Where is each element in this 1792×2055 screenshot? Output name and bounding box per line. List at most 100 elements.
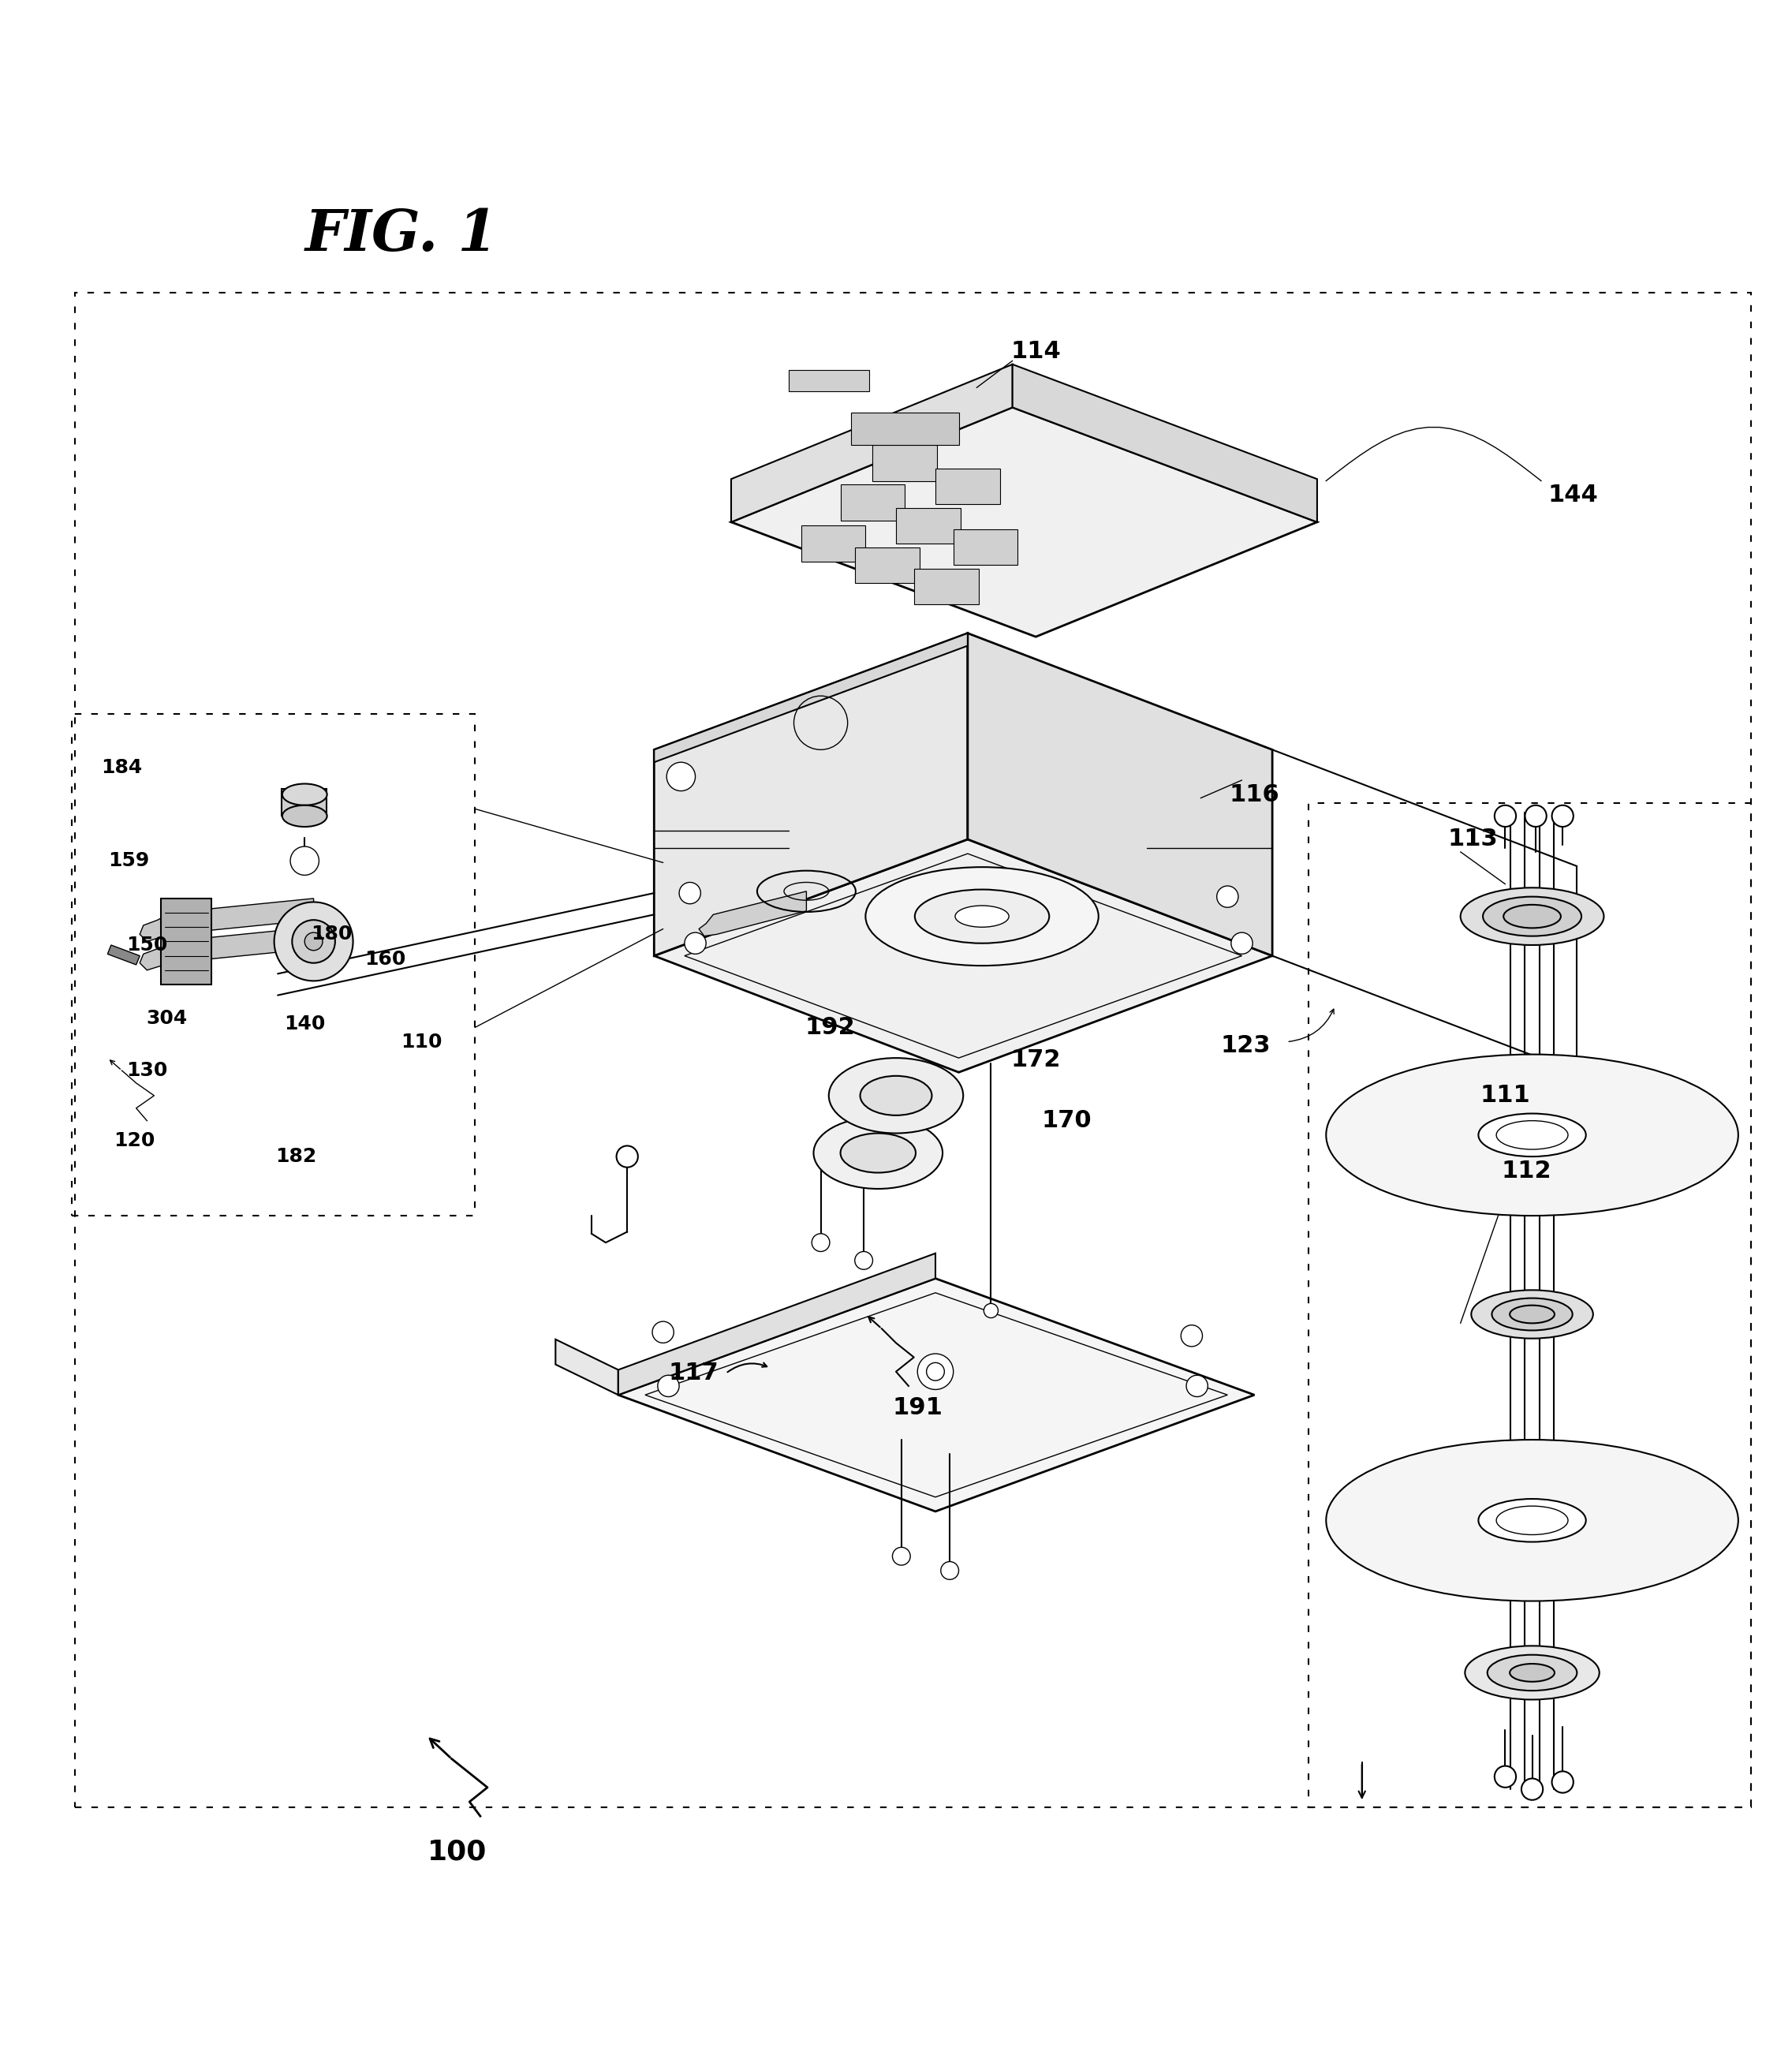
Circle shape bbox=[1525, 806, 1546, 826]
FancyBboxPatch shape bbox=[914, 569, 978, 604]
Circle shape bbox=[616, 1147, 638, 1167]
FancyBboxPatch shape bbox=[855, 547, 919, 584]
Text: 180: 180 bbox=[310, 925, 353, 943]
Ellipse shape bbox=[1509, 1665, 1555, 1681]
Circle shape bbox=[984, 1303, 998, 1317]
Bar bbox=[1308, 804, 1751, 1806]
Circle shape bbox=[812, 1233, 830, 1251]
FancyBboxPatch shape bbox=[840, 485, 905, 520]
Ellipse shape bbox=[1460, 888, 1604, 945]
Polygon shape bbox=[731, 407, 1317, 637]
Text: 170: 170 bbox=[1041, 1110, 1091, 1132]
Polygon shape bbox=[618, 1254, 935, 1395]
Text: 120: 120 bbox=[113, 1130, 156, 1151]
Ellipse shape bbox=[1326, 1441, 1738, 1601]
Text: 304: 304 bbox=[147, 1009, 186, 1028]
Text: 184: 184 bbox=[102, 758, 142, 777]
Text: 116: 116 bbox=[1229, 783, 1279, 806]
Ellipse shape bbox=[1326, 1054, 1738, 1217]
Text: FIG. 1: FIG. 1 bbox=[305, 208, 498, 263]
Circle shape bbox=[667, 762, 695, 791]
Text: 182: 182 bbox=[276, 1147, 315, 1165]
Text: 123: 123 bbox=[1220, 1034, 1271, 1056]
Text: 114: 114 bbox=[1011, 341, 1061, 364]
Ellipse shape bbox=[860, 1077, 932, 1116]
Circle shape bbox=[1186, 1375, 1208, 1397]
FancyBboxPatch shape bbox=[896, 508, 961, 545]
Ellipse shape bbox=[1484, 896, 1581, 937]
Text: 150: 150 bbox=[125, 935, 168, 954]
FancyBboxPatch shape bbox=[851, 413, 959, 446]
Circle shape bbox=[274, 902, 353, 980]
Text: 160: 160 bbox=[364, 949, 407, 968]
Polygon shape bbox=[968, 633, 1272, 956]
Text: 112: 112 bbox=[1502, 1159, 1552, 1182]
Polygon shape bbox=[556, 1340, 618, 1395]
Polygon shape bbox=[699, 892, 806, 937]
Ellipse shape bbox=[1466, 1646, 1600, 1699]
Polygon shape bbox=[161, 898, 211, 984]
Text: 113: 113 bbox=[1448, 828, 1498, 851]
Circle shape bbox=[305, 933, 323, 949]
Polygon shape bbox=[140, 927, 314, 970]
FancyBboxPatch shape bbox=[801, 526, 866, 561]
Circle shape bbox=[892, 1547, 910, 1566]
Text: 117: 117 bbox=[668, 1362, 719, 1385]
Ellipse shape bbox=[1487, 1654, 1577, 1691]
Circle shape bbox=[1552, 1771, 1573, 1792]
Ellipse shape bbox=[840, 1132, 916, 1173]
Polygon shape bbox=[654, 838, 1272, 1073]
Circle shape bbox=[658, 1375, 679, 1397]
Ellipse shape bbox=[955, 906, 1009, 927]
Ellipse shape bbox=[866, 867, 1098, 966]
Text: 130: 130 bbox=[125, 1060, 168, 1081]
Circle shape bbox=[1552, 806, 1573, 826]
Circle shape bbox=[292, 921, 335, 964]
Bar bbox=[72, 713, 475, 1217]
Text: 140: 140 bbox=[283, 1015, 326, 1034]
Ellipse shape bbox=[283, 806, 326, 826]
Text: 110: 110 bbox=[400, 1032, 443, 1052]
Circle shape bbox=[290, 847, 319, 875]
Ellipse shape bbox=[1491, 1299, 1573, 1330]
Text: 159: 159 bbox=[109, 851, 149, 869]
Ellipse shape bbox=[1509, 1305, 1555, 1323]
Ellipse shape bbox=[814, 1118, 943, 1188]
Circle shape bbox=[1181, 1325, 1202, 1346]
FancyBboxPatch shape bbox=[873, 446, 937, 481]
Circle shape bbox=[941, 1562, 959, 1580]
Ellipse shape bbox=[914, 890, 1050, 943]
Ellipse shape bbox=[1496, 1506, 1568, 1535]
Ellipse shape bbox=[1503, 904, 1561, 929]
Circle shape bbox=[1495, 1765, 1516, 1788]
Circle shape bbox=[855, 1251, 873, 1270]
Circle shape bbox=[652, 1321, 674, 1344]
Ellipse shape bbox=[1478, 1498, 1586, 1541]
Text: 111: 111 bbox=[1480, 1085, 1530, 1108]
Ellipse shape bbox=[1478, 1114, 1586, 1157]
Circle shape bbox=[1495, 806, 1516, 826]
Circle shape bbox=[926, 1362, 944, 1381]
Ellipse shape bbox=[283, 783, 326, 806]
Circle shape bbox=[1217, 886, 1238, 908]
Polygon shape bbox=[1012, 364, 1317, 522]
Polygon shape bbox=[654, 633, 968, 762]
FancyBboxPatch shape bbox=[788, 370, 869, 390]
Circle shape bbox=[1521, 1778, 1543, 1800]
FancyBboxPatch shape bbox=[935, 469, 1000, 503]
Text: 100: 100 bbox=[426, 1839, 487, 1866]
Ellipse shape bbox=[828, 1058, 964, 1132]
Text: 191: 191 bbox=[892, 1395, 943, 1418]
Polygon shape bbox=[731, 364, 1012, 522]
FancyBboxPatch shape bbox=[953, 530, 1018, 565]
Bar bbox=[281, 789, 326, 816]
Text: 144: 144 bbox=[1548, 483, 1598, 508]
Circle shape bbox=[685, 933, 706, 954]
Polygon shape bbox=[140, 898, 314, 941]
Polygon shape bbox=[108, 945, 140, 964]
Text: 192: 192 bbox=[805, 1015, 855, 1040]
Circle shape bbox=[918, 1354, 953, 1389]
Polygon shape bbox=[618, 1278, 1254, 1510]
Circle shape bbox=[1231, 933, 1253, 954]
Polygon shape bbox=[654, 633, 968, 956]
